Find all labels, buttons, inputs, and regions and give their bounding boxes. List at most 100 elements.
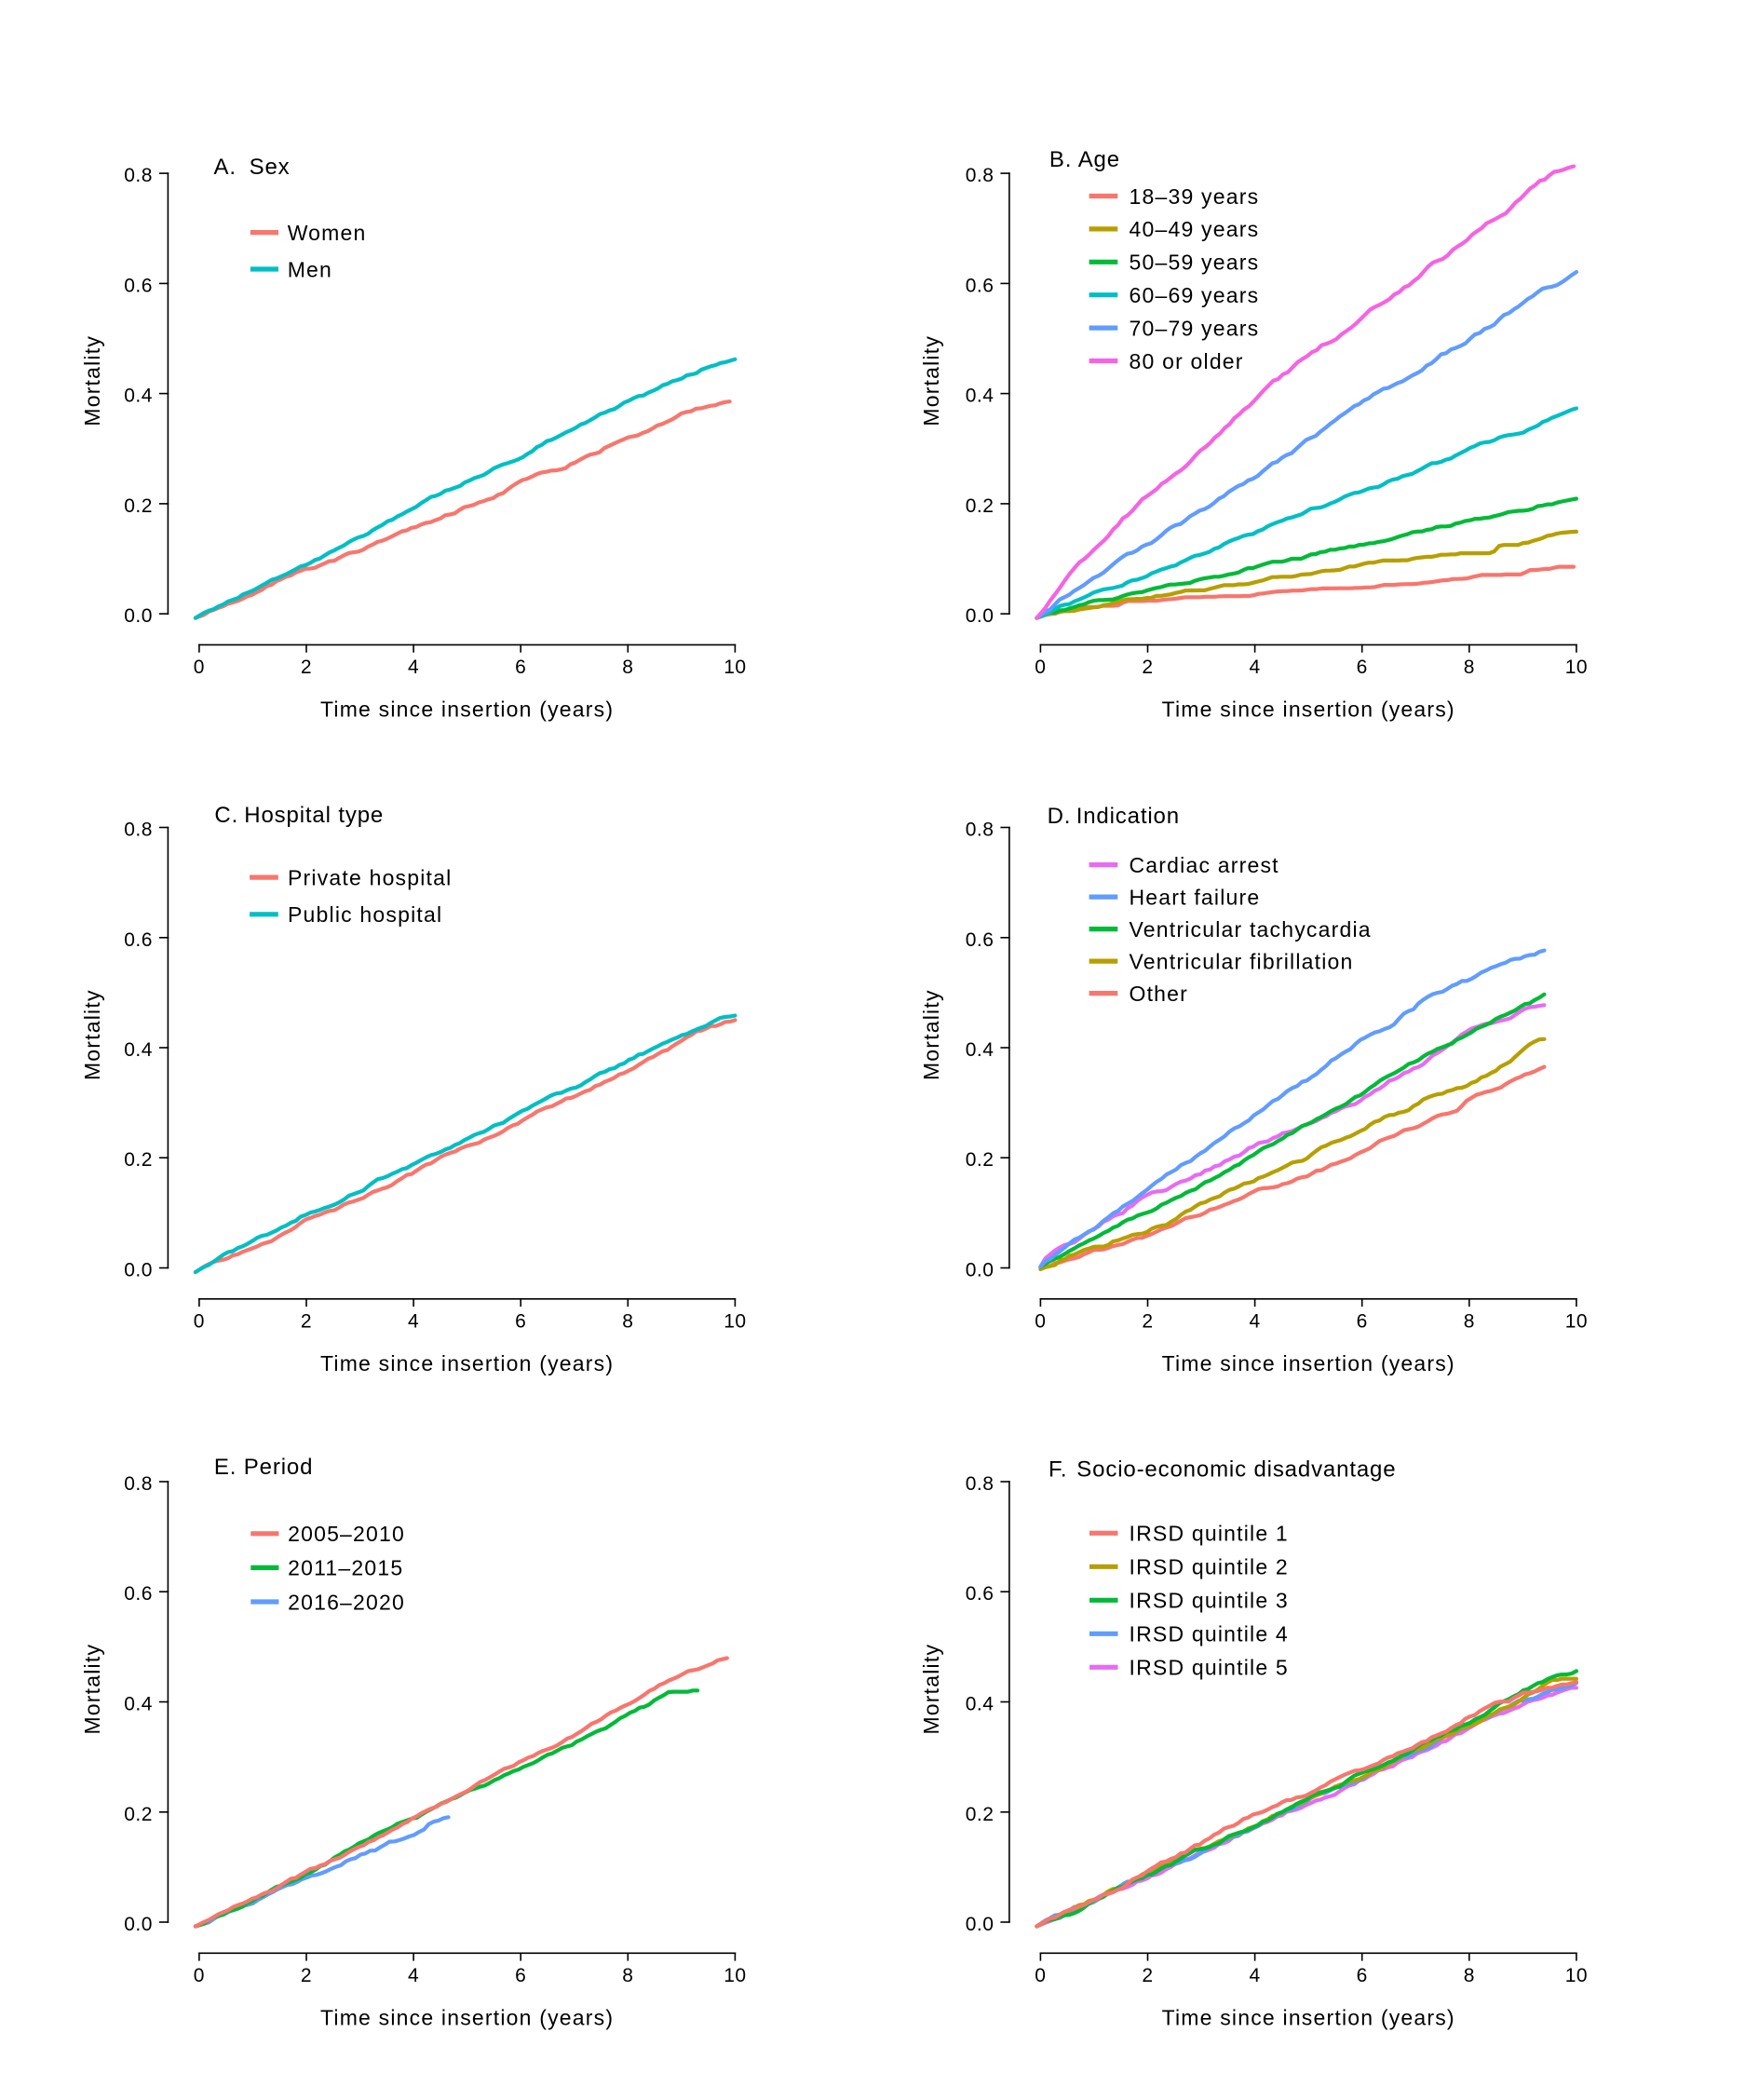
svg-text:A.: A. xyxy=(214,155,237,180)
svg-text:Mortality: Mortality xyxy=(80,1644,104,1735)
svg-text:0.0: 0.0 xyxy=(124,1914,153,1935)
svg-text:0.6: 0.6 xyxy=(966,929,995,951)
svg-text:2: 2 xyxy=(1142,657,1153,678)
svg-text:8: 8 xyxy=(1464,657,1475,678)
svg-text:4: 4 xyxy=(408,657,419,678)
svg-text:C.: C. xyxy=(214,803,238,828)
svg-text:0.6: 0.6 xyxy=(124,1583,153,1605)
svg-text:8: 8 xyxy=(1464,1310,1475,1332)
svg-text:Hospital type: Hospital type xyxy=(244,803,384,828)
svg-text:0.4: 0.4 xyxy=(966,1039,995,1061)
svg-text:0.0: 0.0 xyxy=(124,605,153,627)
svg-text:0.8: 0.8 xyxy=(966,165,995,186)
svg-text:IRSD quintile 4: IRSD quintile 4 xyxy=(1130,1622,1289,1646)
svg-text:0.2: 0.2 xyxy=(966,1804,995,1825)
svg-text:2: 2 xyxy=(301,1965,312,1986)
svg-text:2: 2 xyxy=(301,1310,312,1332)
svg-text:0.2: 0.2 xyxy=(124,1149,153,1171)
svg-text:IRSD quintile 5: IRSD quintile 5 xyxy=(1130,1656,1289,1680)
svg-text:0: 0 xyxy=(1035,657,1046,678)
svg-text:0.8: 0.8 xyxy=(966,1473,995,1495)
svg-text:10: 10 xyxy=(1565,1310,1588,1332)
svg-text:Ventricular fibrillation: Ventricular fibrillation xyxy=(1130,949,1354,973)
svg-text:0.6: 0.6 xyxy=(966,1583,995,1605)
svg-text:18–39 years: 18–39 years xyxy=(1130,184,1260,209)
svg-text:Age: Age xyxy=(1078,147,1120,172)
svg-text:Mortality: Mortality xyxy=(80,335,104,427)
svg-text:Cardiac arrest: Cardiac arrest xyxy=(1130,853,1279,877)
svg-text:Public hospital: Public hospital xyxy=(288,902,442,927)
svg-text:Socio-economic disadvantage: Socio-economic disadvantage xyxy=(1076,1456,1396,1482)
svg-text:0.8: 0.8 xyxy=(966,820,995,841)
svg-text:2: 2 xyxy=(1142,1310,1153,1332)
svg-text:B.: B. xyxy=(1049,147,1072,172)
svg-text:4: 4 xyxy=(1250,657,1261,678)
svg-text:0: 0 xyxy=(1035,1310,1046,1332)
svg-text:0.8: 0.8 xyxy=(124,1473,153,1495)
svg-text:0.8: 0.8 xyxy=(124,165,153,186)
svg-text:4: 4 xyxy=(408,1965,419,1986)
svg-text:0: 0 xyxy=(194,657,205,678)
svg-text:0.8: 0.8 xyxy=(124,820,153,841)
svg-text:0.2: 0.2 xyxy=(124,495,153,517)
svg-text:0: 0 xyxy=(194,1965,205,1986)
svg-text:0.4: 0.4 xyxy=(124,1039,153,1061)
svg-text:Sex: Sex xyxy=(250,155,291,180)
svg-text:0.0: 0.0 xyxy=(966,1914,995,1935)
svg-text:0.0: 0.0 xyxy=(966,1260,995,1281)
svg-text:10: 10 xyxy=(724,657,746,678)
svg-text:0: 0 xyxy=(194,1310,205,1332)
svg-text:Mortality: Mortality xyxy=(919,1644,943,1735)
svg-text:40–49 years: 40–49 years xyxy=(1130,217,1260,241)
svg-text:6: 6 xyxy=(515,1965,526,1986)
svg-text:10: 10 xyxy=(1565,1965,1588,1986)
svg-text:2005–2010: 2005–2010 xyxy=(288,1522,405,1546)
svg-text:IRSD quintile 2: IRSD quintile 2 xyxy=(1130,1555,1289,1579)
svg-text:Men: Men xyxy=(288,257,332,281)
svg-text:0.6: 0.6 xyxy=(124,275,153,296)
svg-text:8: 8 xyxy=(622,1965,633,1986)
svg-text:6: 6 xyxy=(1357,657,1368,678)
svg-text:6: 6 xyxy=(1357,1965,1368,1986)
svg-text:8: 8 xyxy=(1464,1965,1475,1986)
svg-text:D.: D. xyxy=(1048,804,1072,829)
svg-text:4: 4 xyxy=(1250,1310,1261,1332)
svg-text:Mortality: Mortality xyxy=(919,335,943,427)
svg-text:0.2: 0.2 xyxy=(966,495,995,517)
svg-text:Period: Period xyxy=(244,1455,313,1480)
svg-text:0.4: 0.4 xyxy=(966,1694,995,1715)
svg-text:2016–2020: 2016–2020 xyxy=(288,1590,405,1614)
svg-text:Time since insertion (years): Time since insertion (years) xyxy=(320,1351,614,1375)
svg-text:Ventricular tachycardia: Ventricular tachycardia xyxy=(1130,917,1372,942)
svg-text:0.4: 0.4 xyxy=(124,386,153,407)
svg-text:0.2: 0.2 xyxy=(124,1804,153,1825)
svg-text:8: 8 xyxy=(622,1310,633,1332)
svg-text:Private hospital: Private hospital xyxy=(288,865,452,889)
svg-text:Women: Women xyxy=(288,221,367,245)
svg-text:Indication: Indication xyxy=(1076,804,1180,829)
svg-text:4: 4 xyxy=(408,1310,419,1332)
svg-text:0.0: 0.0 xyxy=(966,605,995,627)
svg-text:0.6: 0.6 xyxy=(124,929,153,951)
svg-text:8: 8 xyxy=(622,657,633,678)
svg-text:70–79 years: 70–79 years xyxy=(1130,316,1260,340)
svg-text:F.: F. xyxy=(1049,1456,1067,1482)
svg-text:0.0: 0.0 xyxy=(124,1260,153,1281)
svg-text:60–69 years: 60–69 years xyxy=(1130,283,1260,307)
svg-text:2: 2 xyxy=(301,657,312,678)
svg-text:Time since insertion (years): Time since insertion (years) xyxy=(320,2006,614,2030)
svg-text:0.4: 0.4 xyxy=(124,1694,153,1715)
svg-text:IRSD quintile 3: IRSD quintile 3 xyxy=(1130,1589,1289,1613)
svg-text:50–59 years: 50–59 years xyxy=(1130,251,1260,275)
svg-text:6: 6 xyxy=(515,657,526,678)
svg-text:Other: Other xyxy=(1130,982,1189,1006)
svg-text:Mortality: Mortality xyxy=(80,989,104,1080)
svg-text:0: 0 xyxy=(1035,1965,1046,1986)
svg-text:Mortality: Mortality xyxy=(919,989,943,1080)
svg-text:2: 2 xyxy=(1142,1965,1153,1986)
svg-text:Time since insertion (years): Time since insertion (years) xyxy=(1162,1351,1455,1375)
svg-text:Time since insertion (years): Time since insertion (years) xyxy=(320,698,614,722)
svg-text:10: 10 xyxy=(1565,657,1588,678)
svg-text:Time since insertion (years): Time since insertion (years) xyxy=(1162,698,1455,722)
svg-text:Heart failure: Heart failure xyxy=(1130,885,1261,909)
